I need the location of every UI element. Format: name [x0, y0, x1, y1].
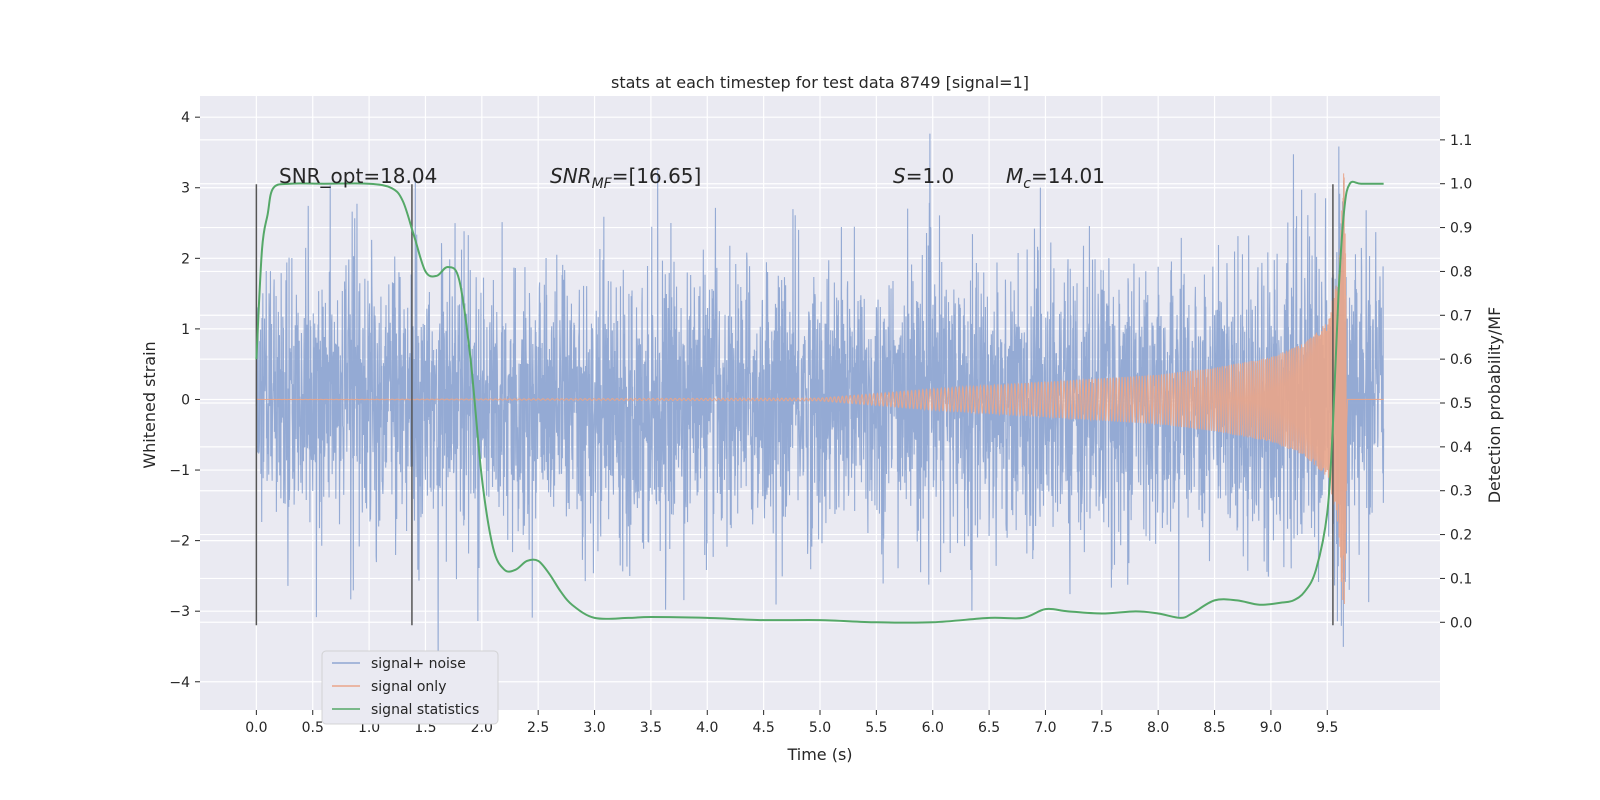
legend-box	[321, 650, 499, 725]
y2-tick-label: 0.5	[1450, 396, 1472, 412]
x-axis-ticks: 0.0 0.5 1.0 1.5 2.0 2.5 3.0 3.5 4.0 4.5 5.0 5.5 6.0 6…	[245, 710, 1338, 736]
series-signal-only	[256, 173, 1384, 605]
annotation-mc-sub: c	[1023, 176, 1031, 192]
series-line-signal-statistics	[255, 180, 1384, 624]
annotation-mc-rest: =14.01	[1031, 164, 1105, 188]
y2-tick-label: 0.9	[1450, 221, 1472, 237]
annotation-snr-mf: SNRMF=[16.65]	[550, 164, 701, 192]
y2-tick-label: 0.6	[1450, 352, 1472, 368]
x-tick-label: 9.5	[1316, 720, 1338, 736]
legend-label-signal-statistics: signal statistics	[371, 702, 479, 718]
y2-tick-label: 0.1	[1450, 571, 1472, 587]
x-tick-label: 3.5	[640, 720, 662, 736]
y2-tick-label: 0.4	[1450, 440, 1472, 456]
series-signal-statistics	[255, 180, 1384, 624]
x-tick-label: 4.0	[696, 720, 718, 736]
x-tick-label: 7.5	[1091, 720, 1113, 736]
y-tick-label: 1	[181, 322, 190, 338]
x-tick-label: 3.0	[583, 720, 605, 736]
y-axis-ticks: 4 3 2 1 0 −1 −2 −3 −4	[169, 110, 200, 691]
x-tick-label: 7.0	[1034, 720, 1056, 736]
y2-tick-label: 0.3	[1450, 484, 1472, 500]
x-axis-label: Time (s)	[786, 745, 852, 764]
x-tick-label: 9.0	[1260, 720, 1282, 736]
annotation-snr-opt: SNR_opt=18.04	[279, 164, 437, 188]
annotation-s: S=1.0	[893, 164, 954, 188]
y-axis-label: Whitened strain	[140, 341, 159, 468]
annotation-s-main: S	[893, 164, 906, 188]
chart-title: stats at each timestep for test data 874…	[611, 73, 1029, 92]
y-tick-label: 2	[181, 251, 190, 267]
y2-axis-ticks: 1.1 1.0 0.9 0.8 0.7 0.6 0.5 0.4 0.3 0.2 0.1 0.0	[1440, 133, 1472, 631]
y2-axis-label: Detection probability/MF	[1485, 307, 1504, 504]
annotation-snr-mf-main: SNR	[550, 164, 592, 188]
annotation-snr-mf-rest: =[16.65]	[612, 164, 702, 188]
y-tick-label: −3	[169, 604, 190, 620]
x-tick-label: 4.5	[753, 720, 775, 736]
y-tick-label: 3	[181, 181, 190, 197]
legend-label-signal-plus-noise: signal+ noise	[371, 656, 466, 672]
y-tick-label: −4	[169, 675, 190, 691]
x-tick-label: 6.5	[978, 720, 1000, 736]
legend-label-signal-only: signal only	[371, 679, 446, 695]
x-tick-label: 8.0	[1147, 720, 1169, 736]
annotation-mc-main: M	[1006, 164, 1023, 188]
series-line-signal-only	[256, 173, 1384, 605]
x-tick-label: 0.0	[245, 720, 267, 736]
y2-tick-label: 0.2	[1450, 528, 1472, 544]
y-tick-label: −2	[169, 534, 190, 550]
x-tick-label: 6.0	[922, 720, 944, 736]
x-tick-label: 0.5	[302, 720, 324, 736]
x-tick-label: 5.5	[865, 720, 887, 736]
y2-tick-label: 0.0	[1450, 615, 1472, 631]
y-tick-label: 0	[181, 392, 190, 408]
y2-tick-label: 1.0	[1450, 177, 1472, 193]
y-tick-label: 4	[181, 110, 190, 126]
x-tick-label: 2.5	[527, 720, 549, 736]
y-tick-label: −1	[169, 463, 190, 479]
x-tick-label: 5.0	[809, 720, 831, 736]
annotation-s-rest: =1.0	[906, 164, 955, 188]
y2-tick-label: 0.8	[1450, 264, 1472, 280]
annotation-snr-mf-sub: MF	[592, 176, 613, 192]
y2-tick-label: 0.7	[1450, 308, 1472, 324]
legend: signal+ noise signal only signal statist…	[321, 650, 499, 725]
annotation-mc: Mc=14.01	[1006, 164, 1105, 192]
x-tick-label: 8.5	[1203, 720, 1225, 736]
y2-tick-label: 1.1	[1450, 133, 1472, 149]
